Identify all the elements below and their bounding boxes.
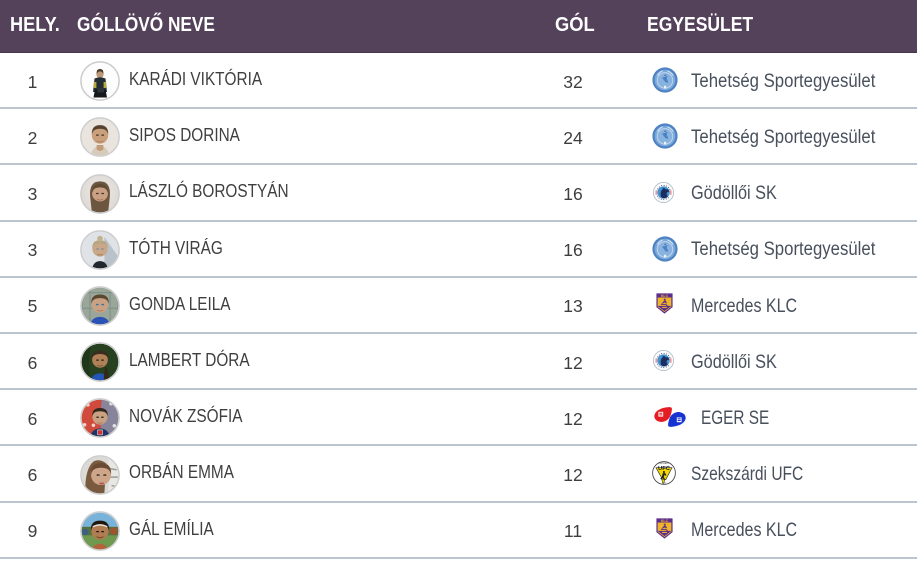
svg-text:KLC: KLC [661,294,669,298]
svg-text:UFC: UFC [658,466,671,472]
svg-text:KLC: KLC [661,519,669,523]
svg-text:SZEKSZÁRDI: SZEKSZÁRDI [659,462,669,465]
svg-text:1994: 1994 [662,482,666,484]
